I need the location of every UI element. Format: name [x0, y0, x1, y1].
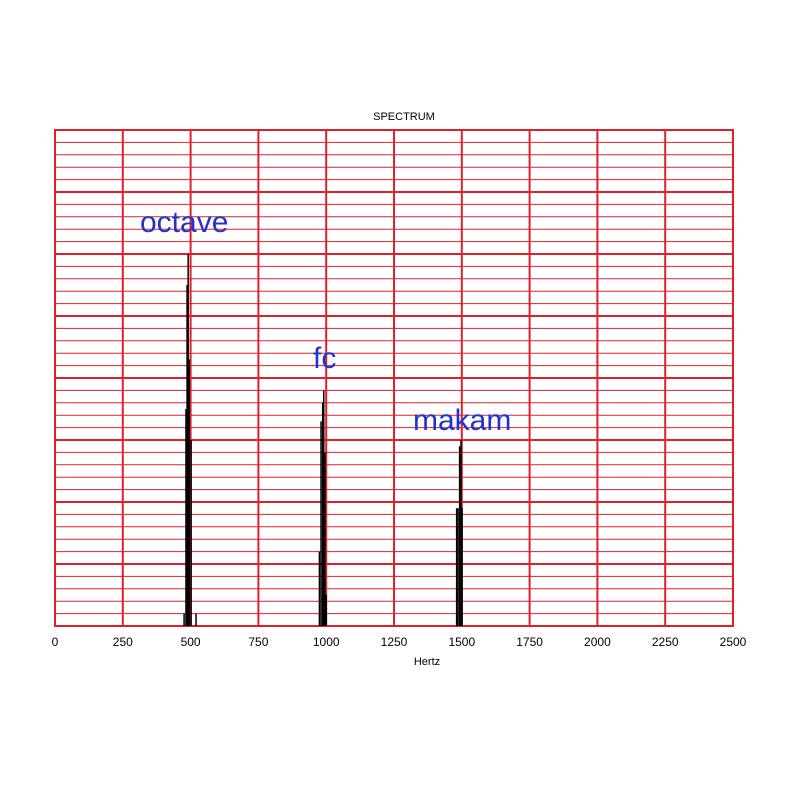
- x-tick-label: 750: [248, 635, 268, 649]
- annotation: makam: [413, 404, 511, 437]
- x-tick-label: 2000: [584, 635, 611, 649]
- x-tick-label: 1000: [313, 635, 340, 649]
- x-tick-label: 1500: [448, 635, 475, 649]
- x-axis-label: Hertz: [414, 656, 440, 668]
- x-tick-label: 500: [181, 635, 201, 649]
- x-tick-label: 0: [52, 635, 59, 649]
- annotation: octave: [140, 206, 228, 239]
- x-tick-label: 250: [113, 635, 133, 649]
- x-tick-label: 1750: [516, 635, 543, 649]
- plot-border: [54, 129, 734, 627]
- annotation: fc: [313, 342, 336, 375]
- x-tick-label: 2500: [720, 635, 747, 649]
- chart-title: SPECTRUM: [373, 111, 435, 123]
- x-tick-label: 1250: [381, 635, 408, 649]
- x-tick-label: 2250: [652, 635, 679, 649]
